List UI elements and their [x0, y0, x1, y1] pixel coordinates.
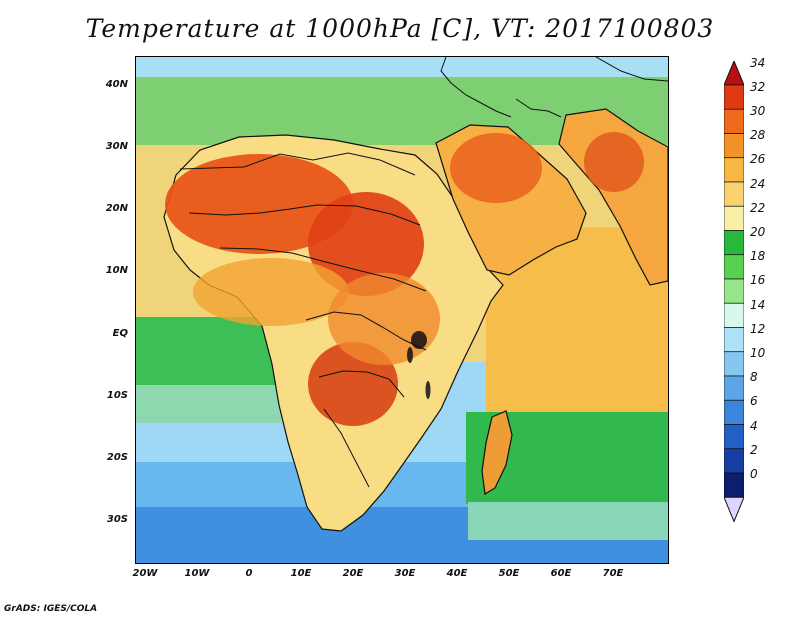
lon-label-10w: 10W [184, 568, 210, 579]
north-africa-boundary-line [179, 152, 416, 176]
temperature-colorbar [724, 61, 744, 523]
temperature-map [135, 56, 669, 564]
lon-label-60e: 60E [550, 568, 572, 579]
colorbar-swatch-18 [724, 254, 744, 280]
lake-malawi [425, 381, 431, 399]
colorbar-swatch-6 [724, 399, 744, 425]
central-sudan-hot-core [308, 192, 424, 296]
colorbar-swatch-30 [724, 108, 744, 134]
lon-label-20w: 20W [132, 568, 158, 579]
north-cool-band [136, 57, 668, 77]
colorbar-swatch-4 [724, 424, 744, 450]
colorbar-label-26: 26 [750, 152, 766, 166]
colorbar-swatch-24 [724, 181, 744, 207]
map-canvas [136, 57, 668, 563]
colorbar-label-8: 8 [750, 370, 758, 384]
colorbar-label-20: 20 [750, 225, 766, 239]
mediterranean-coast [440, 57, 512, 118]
central-africa-boundary-line [305, 311, 427, 351]
colorbar-label-32: 32 [750, 80, 766, 94]
sahara-hot-core [165, 154, 353, 254]
south-africa-boundary-line [323, 408, 370, 488]
colorbar-bottom-arrow [724, 496, 744, 523]
turkey-coast [515, 98, 562, 118]
colorbar-swatch-8 [724, 375, 744, 401]
lon-label-10e: 10E [290, 568, 312, 579]
west-central-boundary-line [219, 247, 427, 292]
colorbar-top-arrow [724, 61, 744, 86]
sahel-boundary-line [188, 204, 421, 226]
lon-label-70e: 70E [602, 568, 624, 579]
congo-warm-band [328, 273, 440, 365]
arabia-hot-core [450, 133, 542, 203]
lon-label-0: 0 [245, 568, 253, 579]
lat-label-eq: EQ [112, 328, 128, 339]
southeast-ocean-pale [468, 502, 668, 540]
lat-label-30n: 30N [105, 141, 128, 152]
colorbar-swatch-2 [724, 448, 744, 474]
lat-label-10n: 10N [105, 265, 128, 276]
colorbar-label-6: 6 [750, 394, 758, 408]
colorbar-swatch-12 [724, 327, 744, 353]
pakistan-hot-core [584, 132, 644, 192]
north-asia-coast [595, 57, 668, 82]
colorbar-swatch-0 [724, 472, 744, 498]
lat-label-20s: 20S [106, 452, 128, 463]
lon-label-50e: 50E [498, 568, 520, 579]
colorbar-label-34: 34 [750, 56, 766, 70]
colorbar-label-22: 22 [750, 201, 766, 215]
lat-label-30s: 30S [106, 514, 128, 525]
colorbar-label-18: 18 [750, 249, 766, 263]
west-africa-warm-band [193, 258, 349, 326]
colorbar-swatch-22 [724, 205, 744, 231]
colorbar-label-16: 16 [750, 273, 766, 287]
madagascar [481, 410, 513, 495]
lon-label-20e: 20E [342, 568, 364, 579]
lake-tanganyika [407, 347, 413, 363]
colorbar-label-4: 4 [750, 419, 758, 433]
colorbar-label-28: 28 [750, 128, 766, 142]
lat-label-40n: 40N [105, 79, 128, 90]
lon-label-30e: 30E [394, 568, 416, 579]
lat-label-10s: 10S [106, 390, 128, 401]
colorbar-label-0: 0 [750, 467, 758, 481]
south-central-boundary-line [318, 370, 405, 398]
colorbar-label-14: 14 [750, 298, 766, 312]
colorbar-swatch-10 [724, 351, 744, 377]
west-ocean-pale [136, 385, 281, 423]
colorbar-swatch-32 [724, 84, 744, 110]
colorbar-label-10: 10 [750, 346, 766, 360]
colorbar-swatch-20 [724, 230, 744, 256]
lon-label-40e: 40E [446, 568, 468, 579]
colorbar-label-30: 30 [750, 104, 766, 118]
colorbar-swatch-16 [724, 278, 744, 304]
colorbar-swatch-28 [724, 133, 744, 159]
colorbar-swatch-26 [724, 157, 744, 183]
colorbar-swatch-14 [724, 302, 744, 328]
colorbar-label-24: 24 [750, 177, 766, 191]
colorbar-label-2: 2 [750, 443, 758, 457]
map-title: Temperature at 1000hPa [C], VT: 20171008… [85, 14, 715, 43]
colorbar-label-12: 12 [750, 322, 766, 336]
grads-credit: GrADS: IGES/COLA [4, 604, 98, 614]
lake-victoria [411, 331, 427, 349]
lat-label-20n: 20N [105, 203, 128, 214]
